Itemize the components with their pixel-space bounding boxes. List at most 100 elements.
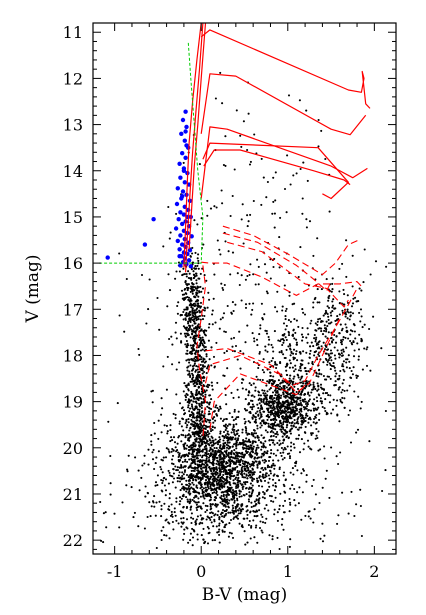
field-star-point-1628 bbox=[197, 441, 200, 444]
field-star-point-710 bbox=[270, 449, 273, 452]
field-star-point-2111 bbox=[196, 299, 199, 303]
field-star-point-2787 bbox=[297, 416, 300, 419]
blue-star-point-11 bbox=[178, 175, 183, 180]
field-star-point-643 bbox=[255, 460, 258, 463]
field-star-point-745 bbox=[205, 509, 209, 512]
field-star-point-4138 bbox=[158, 328, 161, 331]
field-star-point-3165 bbox=[299, 378, 302, 381]
field-star-point-537 bbox=[218, 486, 221, 489]
field-star-point-318 bbox=[266, 466, 269, 469]
field-star-point-4108 bbox=[288, 455, 292, 458]
field-star-point-4348 bbox=[223, 351, 226, 354]
field-star-point-4115 bbox=[359, 488, 362, 491]
field-star-point-4196 bbox=[253, 337, 256, 340]
field-star-point-3420 bbox=[288, 497, 291, 501]
field-star-point-2974 bbox=[355, 431, 358, 434]
field-star-point-4317 bbox=[283, 187, 287, 191]
field-star-point-2071 bbox=[180, 289, 184, 292]
field-star-point-2807 bbox=[282, 391, 285, 394]
field-star-point-2734 bbox=[273, 417, 276, 420]
field-star-point-3838 bbox=[214, 450, 217, 453]
isochrone-solid-1-5 bbox=[200, 126, 368, 199]
field-star-point-3258 bbox=[318, 317, 322, 320]
field-star-point-3010 bbox=[280, 351, 283, 354]
field-star-point-1132 bbox=[233, 490, 236, 493]
field-star-point-3733 bbox=[232, 517, 235, 520]
field-star-point-2595 bbox=[273, 400, 276, 403]
field-star-point-3545 bbox=[313, 508, 316, 511]
field-star-point-4126 bbox=[194, 370, 197, 373]
field-star-point-2802 bbox=[262, 398, 265, 401]
field-star-point-3194 bbox=[315, 329, 318, 332]
field-star-point-2993 bbox=[301, 308, 304, 311]
field-star-point-2821 bbox=[314, 338, 317, 341]
field-star-point-425 bbox=[174, 465, 177, 468]
field-star-point-3828 bbox=[225, 478, 228, 481]
field-star-point-1473 bbox=[215, 341, 218, 344]
field-star-point-1571 bbox=[200, 387, 203, 390]
field-star-point-1506 bbox=[191, 405, 194, 408]
field-star-point-2049 bbox=[190, 278, 193, 281]
field-star-point-3235 bbox=[315, 342, 319, 345]
field-star-point-3859 bbox=[203, 437, 206, 440]
field-star-point-1893 bbox=[196, 305, 199, 308]
field-star-point-1459 bbox=[186, 424, 189, 427]
y-tick-label-2: 13 bbox=[63, 116, 83, 135]
field-star-point-3695 bbox=[248, 439, 251, 442]
field-star-point-2410 bbox=[317, 406, 320, 409]
field-star-point-2984 bbox=[332, 398, 335, 401]
field-star-point-2381 bbox=[313, 417, 316, 420]
field-star-point-823 bbox=[217, 460, 220, 463]
field-star-point-4347 bbox=[175, 212, 178, 215]
field-star-point-3096 bbox=[289, 344, 292, 347]
field-star-point-2484 bbox=[271, 391, 275, 394]
field-star-point-4342 bbox=[231, 194, 234, 198]
field-star-point-3040 bbox=[341, 388, 344, 391]
field-star-point-4453 bbox=[189, 532, 192, 535]
field-star-point-3850 bbox=[307, 445, 310, 448]
field-star-point-3315 bbox=[350, 341, 353, 345]
field-star-point-426 bbox=[226, 498, 229, 501]
field-star-point-972 bbox=[171, 458, 174, 461]
field-star-point-536 bbox=[141, 464, 144, 467]
field-star-point-4397 bbox=[328, 496, 331, 499]
field-star-point-1066 bbox=[161, 407, 164, 410]
field-star-point-3795 bbox=[208, 481, 212, 484]
field-star-point-1177 bbox=[212, 453, 215, 456]
field-star-point-899 bbox=[219, 417, 222, 420]
field-star-point-1779 bbox=[199, 329, 202, 332]
field-star-point-43 bbox=[272, 439, 275, 442]
field-star-point-891 bbox=[256, 466, 259, 469]
field-star-point-1833 bbox=[197, 385, 200, 388]
field-star-point-1971 bbox=[199, 272, 202, 275]
field-star-point-4120 bbox=[207, 326, 210, 329]
field-star-point-3956 bbox=[263, 263, 267, 266]
field-star-point-3025 bbox=[304, 370, 307, 373]
field-star-point-4127 bbox=[323, 445, 326, 448]
field-star-point-3702 bbox=[238, 480, 241, 483]
field-star-point-1982 bbox=[196, 328, 199, 331]
field-star-point-544 bbox=[237, 443, 240, 446]
field-star-point-4375 bbox=[239, 134, 242, 137]
field-star-point-3479 bbox=[236, 454, 239, 457]
field-star-point-2667 bbox=[296, 418, 299, 421]
field-star-point-2910 bbox=[306, 392, 310, 396]
field-star-point-3094 bbox=[333, 354, 336, 357]
field-star-point-2187 bbox=[285, 436, 288, 439]
field-star-point-8 bbox=[250, 501, 253, 504]
field-star-point-3050 bbox=[275, 363, 278, 366]
field-star-point-3240 bbox=[314, 322, 317, 325]
field-star-point-2846 bbox=[293, 370, 296, 373]
field-star-point-4132 bbox=[360, 315, 363, 318]
field-star-point-2819 bbox=[309, 349, 312, 352]
field-star-point-2207 bbox=[285, 426, 288, 429]
field-star-point-1689 bbox=[193, 455, 196, 458]
field-star-point-4077 bbox=[317, 346, 320, 349]
field-star-point-4441 bbox=[212, 488, 216, 491]
field-star-point-2592 bbox=[250, 384, 253, 387]
field-star-point-4233 bbox=[325, 330, 328, 333]
field-star-point-4184 bbox=[323, 327, 327, 330]
field-star-point-1220 bbox=[225, 426, 228, 429]
field-star-point-1339 bbox=[199, 495, 202, 498]
